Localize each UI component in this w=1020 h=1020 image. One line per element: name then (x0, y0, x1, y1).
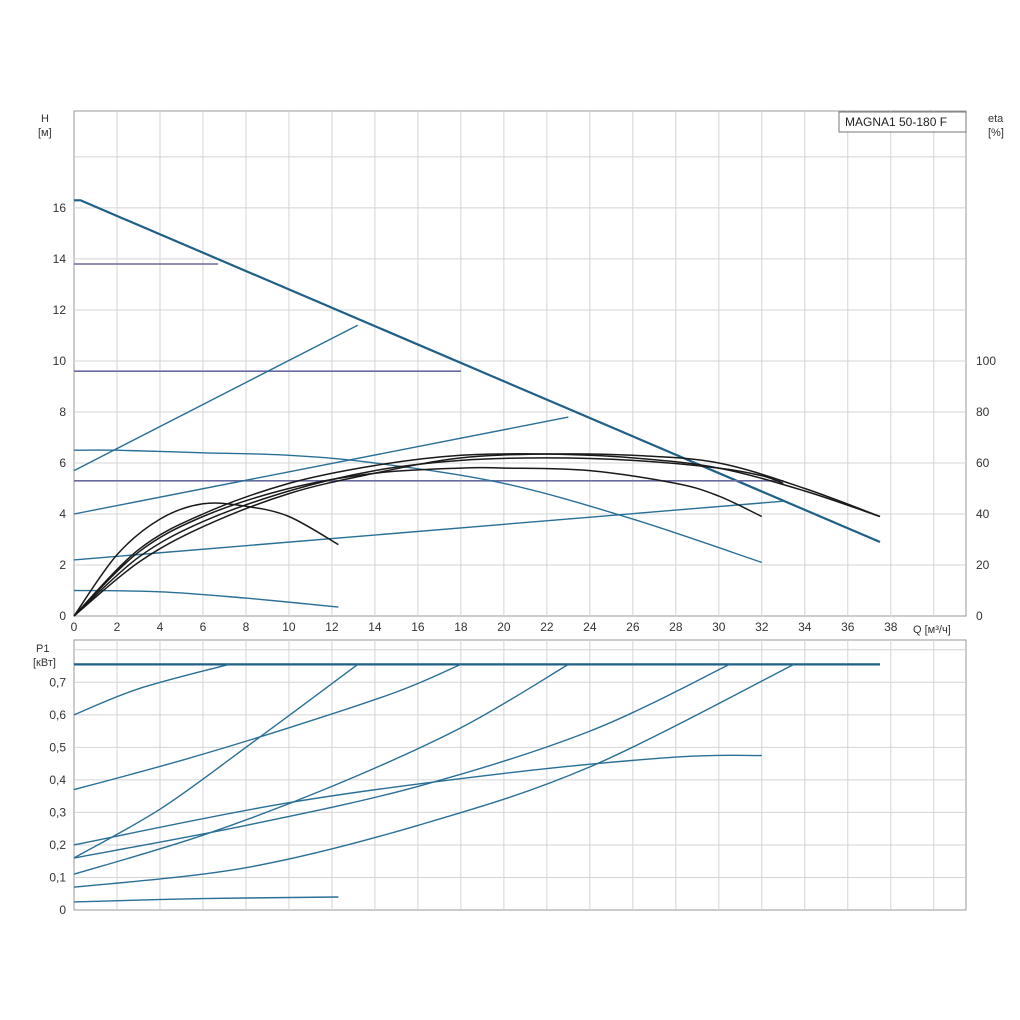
x-tick-label: 24 (583, 620, 597, 634)
power-line (73, 896, 339, 903)
model-label-frame (838, 111, 967, 133)
y-tick-label: 0 (59, 609, 66, 623)
x-tick-label: 38 (884, 620, 898, 634)
x-tick-label: 16 (411, 620, 425, 634)
x-tick-label: 22 (540, 620, 554, 634)
x-tick-label: 12 (325, 620, 339, 634)
eta-tick-label: 40 (976, 507, 990, 521)
efficiency-line (73, 466, 763, 617)
power-line (73, 663, 730, 859)
power-tick-label: 0,4 (49, 773, 66, 787)
y-tick-label: 4 (59, 507, 66, 521)
power-line (73, 663, 229, 716)
power-tick-label: 0 (59, 903, 66, 917)
power-tick-label: 0,3 (49, 805, 66, 819)
head-axis-label: H (41, 113, 49, 125)
eta-tick-label: 80 (976, 405, 990, 419)
power-line (73, 663, 462, 791)
power-line (73, 754, 762, 846)
proportional-pressure-line (73, 324, 359, 472)
power-chart-grid: 0 0,1 0,2 0,3 0,4 0,5 0,6 0,7 (49, 639, 967, 917)
axis-labels: H [м] eta [%] Q [м³/ч] P1 [кВт] (33, 113, 1004, 669)
power-tick-label: 0,5 (49, 740, 66, 754)
efficiency-line (73, 452, 881, 617)
power-tick-label: 0,6 (49, 708, 66, 722)
head-chart-series (73, 199, 881, 617)
x-tick-label: 36 (841, 620, 855, 634)
proportional-pressure-line (73, 500, 784, 561)
eta-axis-unit: [%] (988, 127, 1004, 139)
y-tick-label: 6 (59, 456, 66, 470)
power-axis-label: P1 (36, 643, 49, 655)
x-tick-label: 32 (755, 620, 769, 634)
power-tick-label: 0,2 (49, 838, 66, 852)
eta-axis-label: eta (988, 113, 1004, 125)
power-line (73, 663, 359, 859)
eta-tick-label: 60 (976, 456, 990, 470)
max-curve-line (74, 199, 881, 544)
x-tick-label: 26 (626, 620, 640, 634)
head-plot-frame (73, 110, 967, 617)
eta-tick-label: 0 (976, 609, 983, 623)
power-tick-label: 0,1 (49, 870, 66, 884)
x-tick-label: 14 (368, 620, 382, 634)
power-axis-unit: [кВт] (33, 657, 56, 669)
x-tick-label: 18 (454, 620, 468, 634)
y-tick-label: 14 (53, 252, 67, 266)
eta-tick-label: 20 (976, 558, 990, 572)
fixed-speed-line (73, 589, 339, 608)
efficiency-line (73, 453, 881, 617)
power-chart-series (73, 663, 880, 903)
x-tick-label: 8 (243, 620, 250, 634)
x-tick-label: 6 (200, 620, 207, 634)
power-line (73, 663, 795, 888)
eta-tick-label: 100 (976, 354, 996, 368)
x-tick-label: 28 (669, 620, 683, 634)
flow-axis-label: Q [м³/ч] (913, 624, 951, 636)
power-plot-frame (73, 639, 967, 911)
power-tick-label: 0,7 (49, 675, 66, 689)
x-tick-label: 0 (71, 620, 78, 634)
head-axis-unit: [м] (38, 127, 52, 139)
proportional-pressure-line (73, 416, 569, 515)
x-tick-label: 20 (497, 620, 511, 634)
efficiency-line (73, 502, 339, 617)
y-tick-label: 16 (53, 201, 67, 215)
y-tick-label: 12 (53, 303, 67, 317)
fixed-speed-line (73, 449, 763, 564)
model-label-box: MAGNA1 50-180 F (838, 111, 967, 133)
head-chart-grid: 0 2 4 6 8 10 12 14 16 18 20 22 24 26 28 30 32 34 36 3802468… (53, 110, 996, 634)
x-tick-label: 10 (282, 620, 296, 634)
model-label: MAGNA1 50-180 F (845, 115, 947, 129)
x-tick-label: 34 (798, 620, 812, 634)
y-tick-label: 2 (59, 558, 66, 572)
x-tick-label: 4 (157, 620, 164, 634)
y-tick-label: 8 (59, 405, 66, 419)
x-tick-label: 2 (114, 620, 121, 634)
power-line (73, 663, 569, 875)
y-tick-label: 10 (53, 354, 67, 368)
x-tick-label: 30 (712, 620, 726, 634)
